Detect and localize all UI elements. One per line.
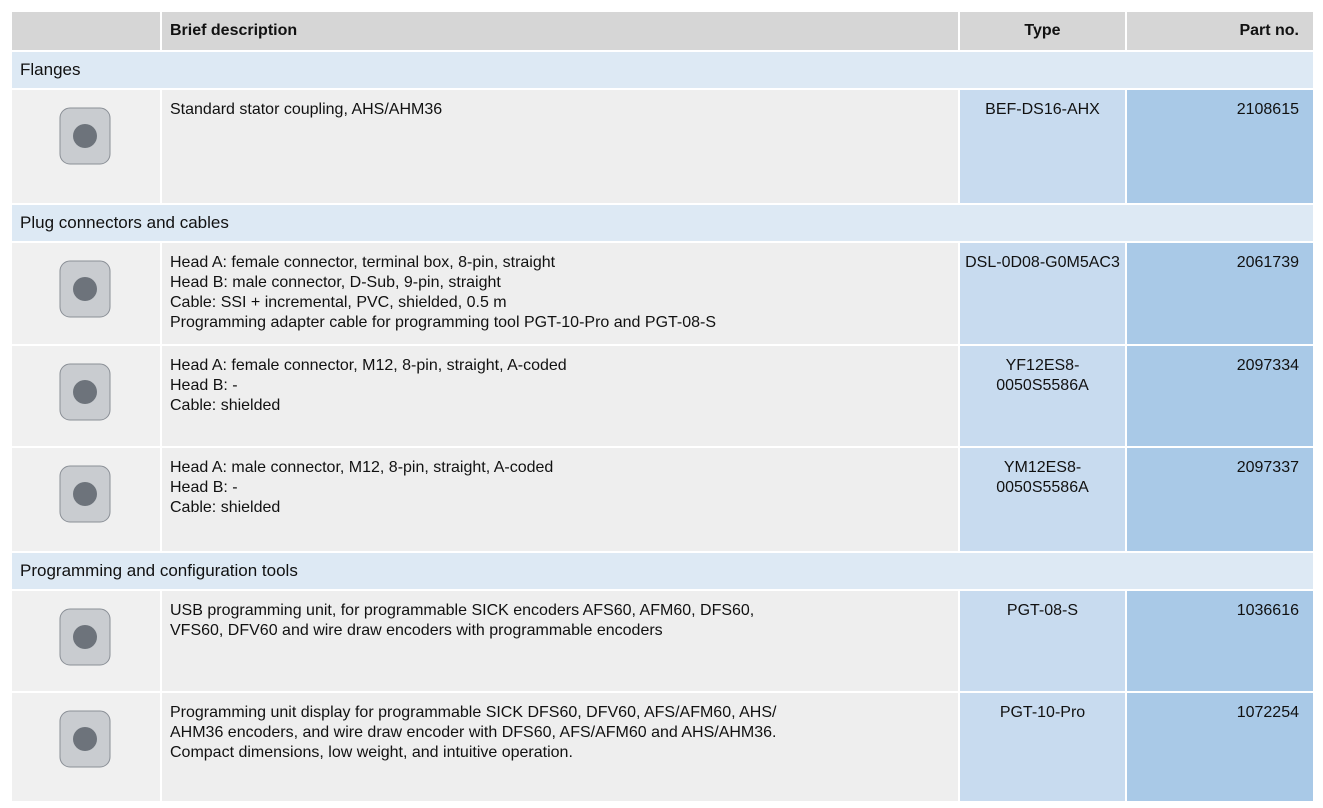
header-image — [10, 10, 162, 52]
product-image — [10, 88, 162, 205]
description-line: Head A: female connector, M12, 8-pin, st… — [170, 357, 567, 374]
description-line: Head B: - — [170, 479, 238, 496]
product-row: USB programming unit, for programmable S… — [10, 589, 1315, 693]
type: DSL-0D08-G0M5AC3 — [958, 241, 1127, 346]
product-detail — [73, 727, 97, 751]
description: USB programming unit, for programmable S… — [160, 589, 960, 693]
product-image — [10, 446, 162, 553]
description-line: Head A: female connector, terminal box, … — [170, 254, 556, 271]
product-row: Head A: female connector, M12, 8-pin, st… — [10, 344, 1315, 448]
section-row: Flanges — [10, 50, 1315, 90]
type-line: PGT-08-S — [1006, 602, 1079, 619]
description: Head A: female connector, M12, 8-pin, st… — [160, 344, 960, 448]
product-image — [10, 344, 162, 448]
description: Standard stator coupling, AHS/AHM36 — [160, 88, 960, 205]
product-image — [10, 589, 162, 693]
header-description: Brief description — [160, 10, 960, 52]
part-no: 1072254 — [1125, 691, 1315, 803]
type-line: YF12ES8- — [1005, 357, 1080, 374]
part-no: 2097334 — [1125, 344, 1315, 448]
product-detail — [73, 625, 97, 649]
description-line: Programming unit display for programmabl… — [170, 704, 777, 721]
type: PGT-10-Pro — [958, 691, 1127, 803]
product-picture — [59, 107, 111, 165]
type-line: 0050S5586A — [996, 377, 1089, 394]
type-line: YM12ES8- — [1003, 459, 1082, 476]
product-row: Head A: male connector, M12, 8-pin, stra… — [10, 446, 1315, 553]
description-line: Compact dimensions, low weight, and intu… — [170, 744, 573, 761]
accessories-table: Brief description Type Part no. Flanges S… — [10, 10, 1315, 803]
section-title: Flanges — [10, 50, 1315, 90]
section-row: Programming and configuration tools — [10, 551, 1315, 591]
type: PGT-08-S — [958, 589, 1127, 693]
description-line: Cable: shielded — [170, 397, 281, 414]
section-row: Plug connectors and cables — [10, 203, 1315, 243]
type: YF12ES8- 0050S5586A — [958, 344, 1127, 448]
description-line: Head A: male connector, M12, 8-pin, stra… — [170, 459, 554, 476]
description: Head A: male connector, M12, 8-pin, stra… — [160, 446, 960, 553]
description-line: Head B: - — [170, 377, 238, 394]
description: Programming unit display for programmabl… — [160, 691, 960, 803]
header-type: Type — [958, 10, 1127, 52]
product-detail — [73, 277, 97, 301]
description-line: USB programming unit, for programmable S… — [170, 602, 755, 619]
header-part-no: Part no. — [1125, 10, 1315, 52]
product-detail — [73, 482, 97, 506]
product-row: Standard stator coupling, AHS/AHM36 BEF-D… — [10, 88, 1315, 205]
product-detail — [73, 380, 97, 404]
part-no: 2061739 — [1125, 241, 1315, 346]
product-row: Head A: female connector, terminal box, … — [10, 241, 1315, 346]
description-line: Cable: shielded — [170, 499, 281, 516]
type-line: DSL-0D08-G0M5AC3 — [965, 254, 1120, 271]
description-line: Standard stator coupling, AHS/AHM36 — [170, 101, 443, 118]
product-picture — [59, 260, 111, 318]
header-row: Brief description Type Part no. — [10, 10, 1315, 52]
product-picture — [59, 608, 111, 666]
product-picture — [59, 710, 111, 768]
product-detail — [73, 124, 97, 148]
description-line: Head B: male connector, D-Sub, 9-pin, st… — [170, 274, 501, 291]
product-image — [10, 691, 162, 803]
description-line: AHM36 encoders, and wire draw encoder wi… — [170, 724, 777, 741]
type-line: 0050S5586A — [996, 479, 1089, 496]
description-line: Programming adapter cable for programmin… — [170, 314, 717, 331]
section-title: Plug connectors and cables — [10, 203, 1315, 243]
type-line: PGT-10-Pro — [999, 704, 1086, 721]
part-no: 2108615 — [1125, 88, 1315, 205]
part-no: 2097337 — [1125, 446, 1315, 553]
product-row: Programming unit display for programmabl… — [10, 691, 1315, 803]
product-image — [10, 241, 162, 346]
description-line: Cable: SSI + incremental, PVC, shielded,… — [170, 294, 507, 311]
product-picture — [59, 465, 111, 523]
description: Head A: female connector, terminal box, … — [160, 241, 960, 346]
type-line: BEF-DS16-AHX — [985, 101, 1100, 118]
type: YM12ES8- 0050S5586A — [958, 446, 1127, 553]
section-title: Programming and configuration tools — [10, 551, 1315, 591]
description-line: VFS60, DFV60 and wire draw encoders with… — [170, 622, 663, 639]
table-body: Flanges Standard stator coupling, AHS/AHM… — [10, 50, 1315, 803]
type: BEF-DS16-AHX — [958, 88, 1127, 205]
part-no: 1036616 — [1125, 589, 1315, 693]
product-picture — [59, 363, 111, 421]
